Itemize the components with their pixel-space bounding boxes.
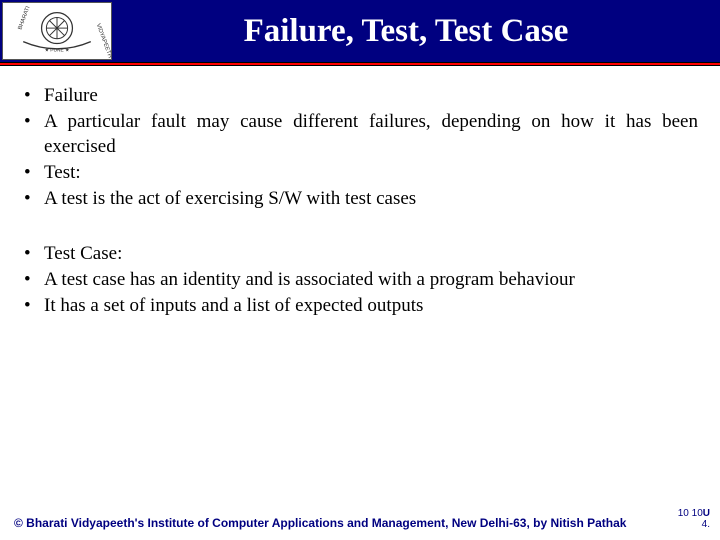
bullet-item: Failure (22, 84, 698, 108)
spacer (22, 214, 698, 242)
page-number-u: U (703, 508, 710, 519)
svg-text:★ PUNE ★: ★ PUNE ★ (45, 47, 70, 53)
bullet-item: Test Case: (22, 242, 698, 266)
copyright-text: © Bharati Vidyapeeth's Institute of Comp… (14, 516, 626, 530)
page-number-a: 10 10 (678, 508, 703, 519)
bullet-block-2: Test Case: A test case has an identity a… (22, 242, 698, 319)
svg-text:VIDYAPEETH: VIDYAPEETH (95, 23, 111, 59)
bullet-item: It has a set of inputs and a list of exp… (22, 294, 698, 318)
svg-text:BHARATI: BHARATI (18, 5, 32, 31)
bullet-item: A test case has an identity and is assoc… (22, 268, 698, 292)
emblem-icon: BHARATI VIDYAPEETH ★ PUNE ★ (3, 3, 111, 59)
slide-content: Failure A particular fault may cause dif… (0, 66, 720, 331)
page-number: 10 10U 4. (678, 508, 710, 530)
page-number-b: 4. (702, 519, 710, 530)
slide-title: Failure, Test, Test Case (112, 13, 720, 50)
header-bar: BHARATI VIDYAPEETH ★ PUNE ★ Failure, Tes… (0, 0, 720, 62)
institute-logo: BHARATI VIDYAPEETH ★ PUNE ★ (2, 2, 112, 60)
bullet-block-1: Failure A particular fault may cause dif… (22, 84, 698, 212)
bullet-item: Test: (22, 161, 698, 185)
bullet-item: A particular fault may cause different f… (22, 110, 698, 159)
bullet-item: A test is the act of exercising S/W with… (22, 187, 698, 211)
slide-footer: © Bharati Vidyapeeth's Institute of Comp… (0, 508, 720, 530)
